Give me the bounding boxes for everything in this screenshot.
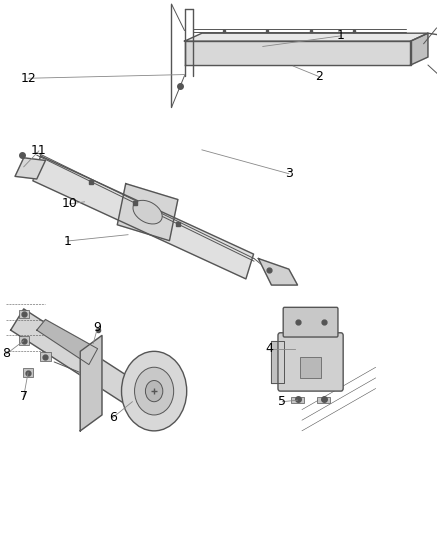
FancyBboxPatch shape	[283, 308, 338, 337]
FancyBboxPatch shape	[278, 333, 343, 391]
Circle shape	[134, 367, 174, 415]
Polygon shape	[15, 158, 46, 179]
Text: 11: 11	[31, 144, 47, 157]
Bar	[40, 352, 51, 361]
Text: 2: 2	[315, 70, 323, 83]
Text: 10: 10	[61, 197, 77, 211]
Text: 8: 8	[2, 348, 11, 360]
Text: 5: 5	[278, 395, 286, 408]
Polygon shape	[272, 341, 285, 383]
Text: 12: 12	[20, 72, 36, 85]
Text: 3: 3	[285, 167, 293, 180]
Text: 9: 9	[94, 321, 102, 334]
Polygon shape	[258, 259, 297, 285]
Bar	[18, 336, 29, 345]
Polygon shape	[184, 41, 410, 65]
Polygon shape	[11, 309, 172, 425]
Bar	[23, 368, 33, 377]
Polygon shape	[184, 33, 428, 41]
Bar	[300, 357, 321, 378]
Circle shape	[145, 381, 163, 402]
Polygon shape	[80, 335, 102, 431]
Bar	[317, 397, 330, 403]
Text: 7: 7	[20, 390, 28, 403]
Bar	[291, 397, 304, 403]
Bar	[18, 310, 29, 318]
Polygon shape	[410, 33, 428, 65]
Polygon shape	[37, 319, 98, 365]
Ellipse shape	[133, 200, 162, 224]
Text: 6: 6	[109, 411, 117, 424]
Text: 1: 1	[337, 29, 345, 42]
Polygon shape	[33, 156, 254, 279]
Polygon shape	[117, 184, 178, 241]
Text: 4: 4	[265, 342, 273, 355]
Text: 1: 1	[63, 235, 71, 247]
Circle shape	[121, 351, 187, 431]
